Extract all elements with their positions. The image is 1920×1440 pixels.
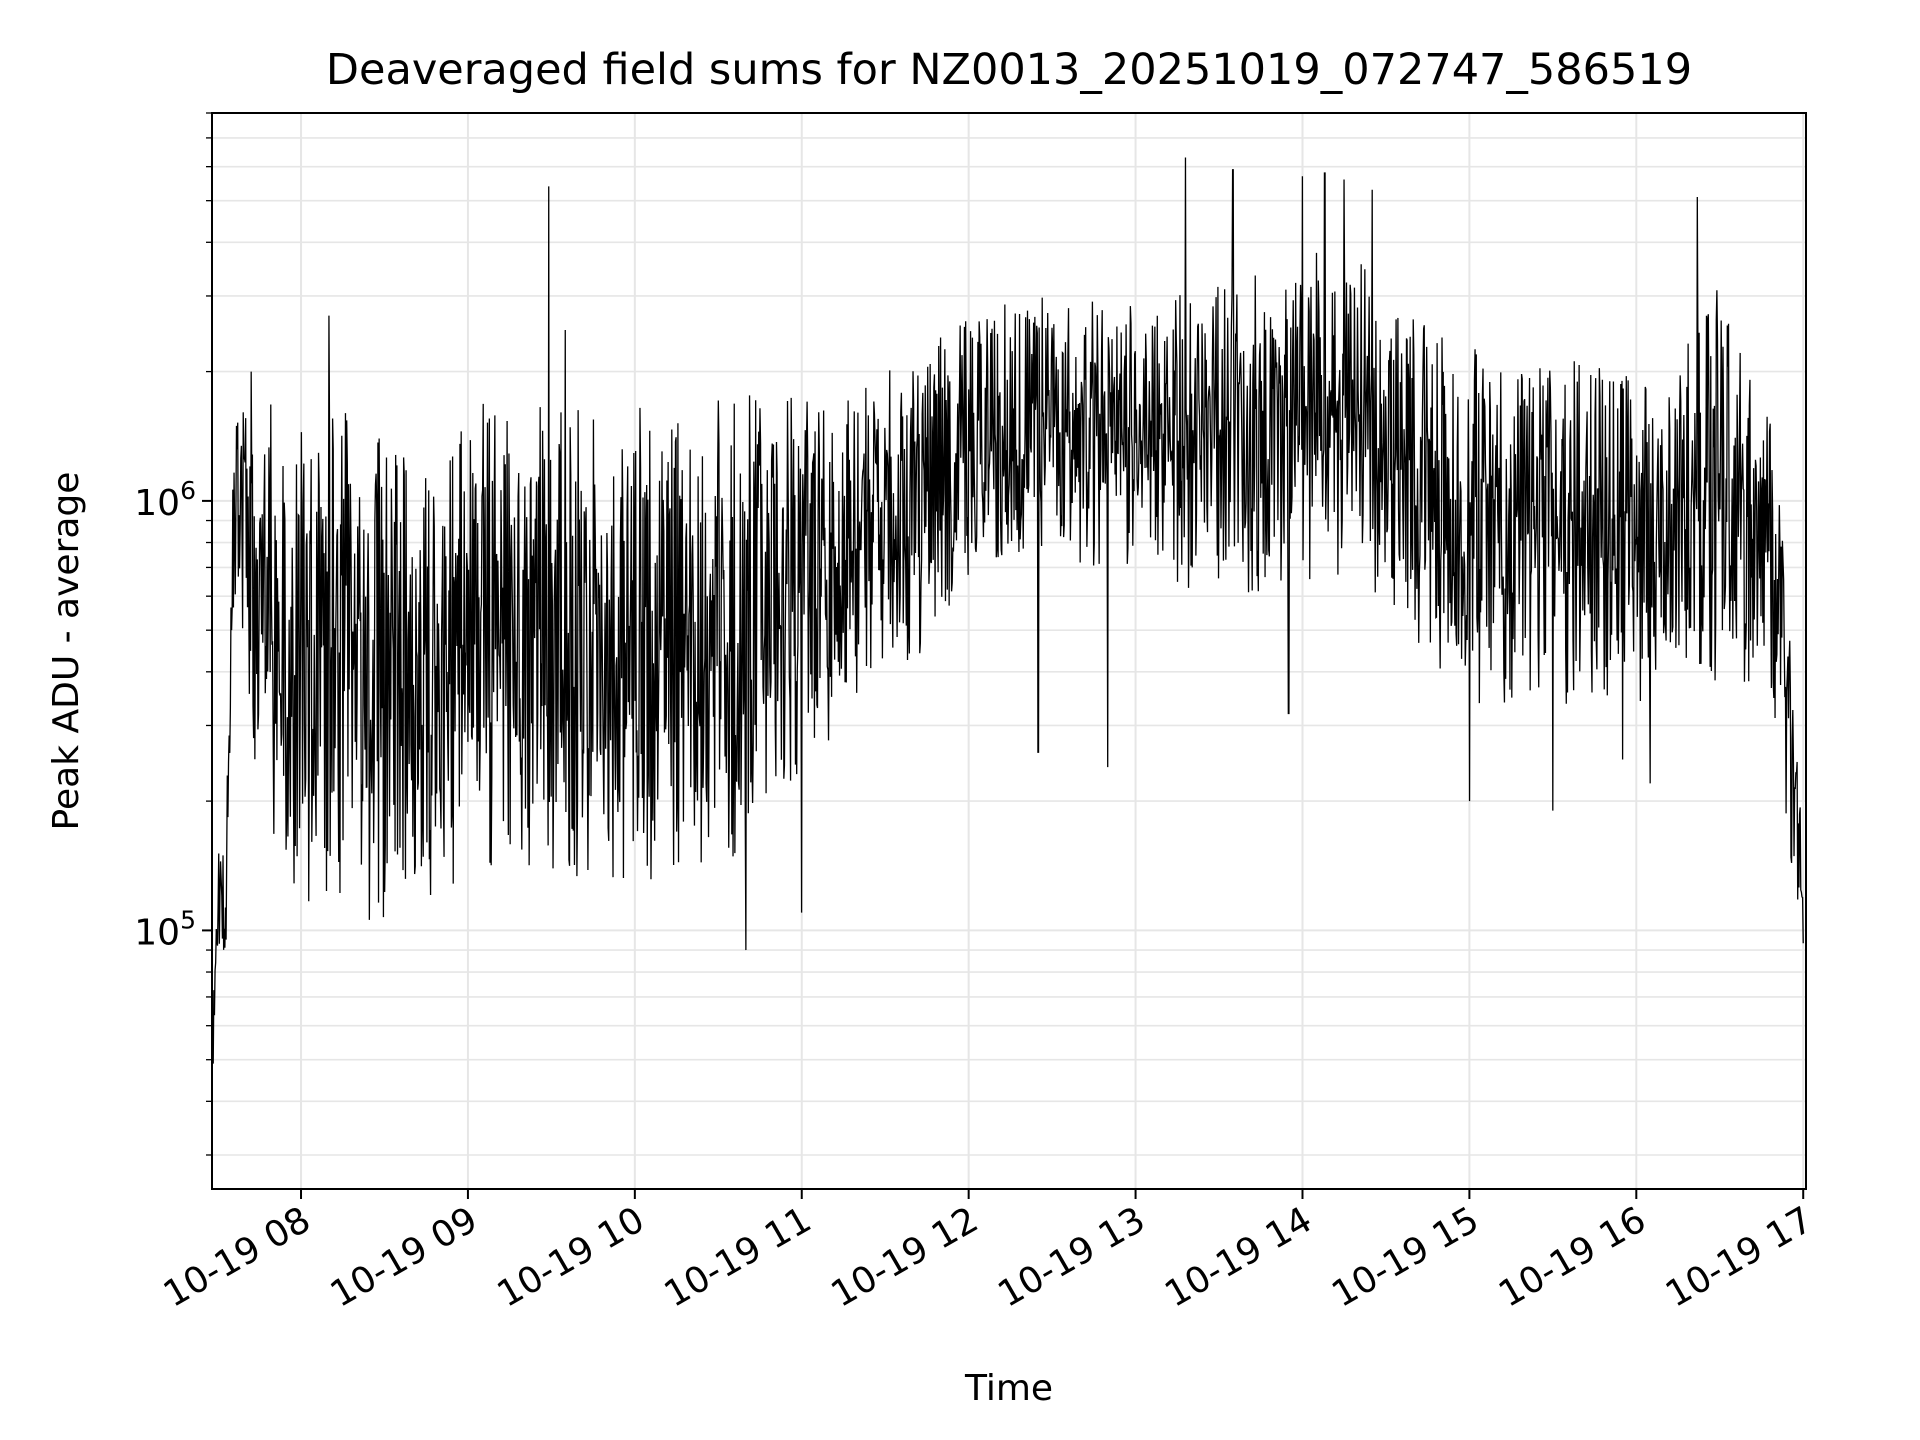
grid: [212, 112, 1806, 1189]
chart-title: Deaveraged field sums for NZ0013_2025101…: [326, 45, 1692, 95]
y-tick-label: 105: [134, 905, 196, 953]
series-line: [211, 157, 1804, 1064]
y-axis-label: Peak ADU - average: [46, 472, 87, 831]
plot-frame: [211, 112, 1807, 1190]
data-layer: [211, 157, 1804, 1064]
y-tick-label: 106: [134, 476, 196, 524]
x-axis-label: Time: [964, 1368, 1053, 1409]
